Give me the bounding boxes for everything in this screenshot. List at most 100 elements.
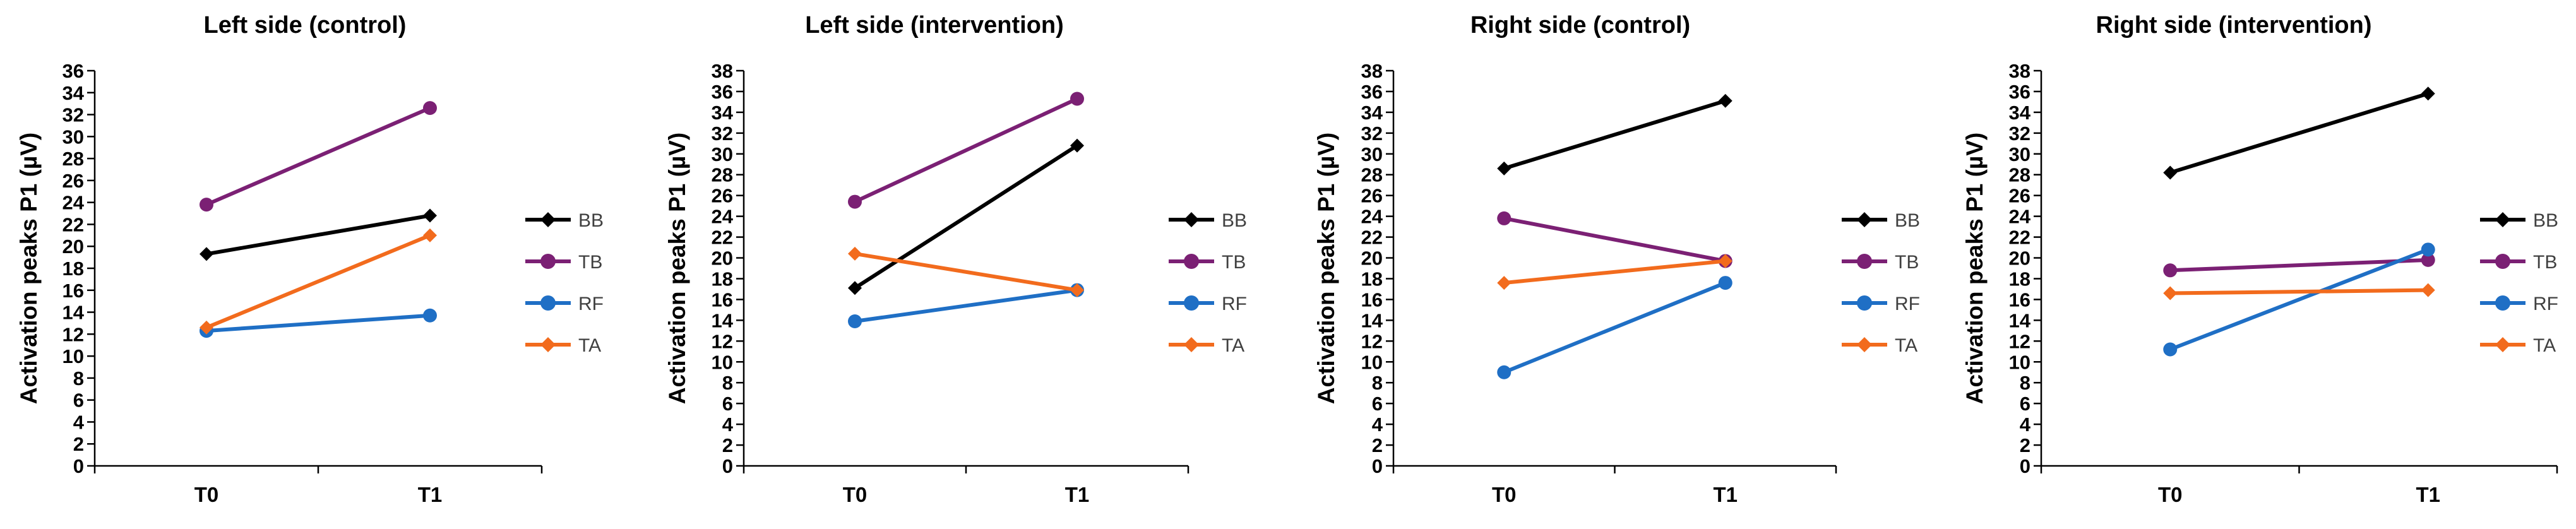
legend-entry-ta: TA [1169, 335, 1244, 356]
y-tick-label: 0 [73, 455, 84, 477]
legend-label: RF [2533, 294, 2558, 314]
y-tick-label: 34 [2009, 102, 2031, 124]
series-tb [1497, 211, 1732, 268]
series-bb [1497, 93, 1732, 175]
legend-label: RF [1222, 294, 1247, 314]
data-point [200, 247, 213, 261]
legend-entry-ta: TA [2480, 335, 2556, 356]
legend-marker [540, 254, 556, 269]
legend-label: BB [1895, 210, 1920, 231]
data-point [200, 198, 213, 212]
data-point [2163, 286, 2178, 300]
series-rf [848, 283, 1084, 329]
y-tick-label: 34 [63, 82, 85, 104]
legend-label: TA [1222, 335, 1244, 356]
series-rf [1497, 276, 1732, 379]
y-tick-label: 4 [73, 411, 85, 433]
chart-title: Right side (intervention) [2096, 12, 2372, 39]
legend-marker [540, 337, 556, 352]
y-tick-label: 8 [73, 367, 84, 389]
legend-entry-rf: RF [1169, 294, 1247, 314]
y-tick-label: 24 [712, 206, 734, 228]
series-line [206, 313, 431, 333]
y-tick-label: 12 [2009, 330, 2030, 352]
legend-marker [1857, 295, 1872, 311]
data-point [1070, 92, 1084, 106]
y-tick-label: 28 [1361, 164, 1383, 186]
y-tick-label: 36 [2009, 81, 2030, 103]
series-line [2170, 258, 2428, 273]
y-tick-label: 22 [712, 227, 733, 249]
y-tick-label: 10 [2009, 351, 2030, 373]
y-tick-label: 32 [2009, 122, 2030, 145]
y-tick-label: 16 [63, 280, 84, 302]
y-tick-label: 26 [1361, 185, 1383, 207]
chart-panel-1: Left side (control) Activation peaks P1 (… [16, 12, 604, 506]
legend-entry-ta: TA [525, 335, 601, 356]
legend-marker [1184, 337, 1199, 352]
legend-marker [1857, 337, 1872, 352]
y-tick-label: 10 [63, 345, 84, 367]
legend-marker [2495, 212, 2510, 227]
y-tick-label: 38 [1361, 60, 1383, 82]
data-point [200, 320, 213, 335]
y-tick-label: 20 [63, 235, 84, 258]
y-tick-label: 0 [1372, 455, 1383, 477]
x-tick-label: T0 [194, 483, 219, 506]
legend-entry-tb: TB [525, 252, 602, 273]
legend-entry-rf: RF [2480, 294, 2558, 314]
x-tick-label: T1 [1713, 483, 1738, 506]
y-tick-label: 22 [63, 213, 84, 235]
data-point [848, 314, 862, 329]
x-tick-label: T1 [2416, 483, 2440, 506]
y-tick-label: 12 [712, 330, 733, 352]
data-point [1070, 283, 1084, 297]
data-point [423, 228, 437, 242]
y-tick-label: 30 [2009, 143, 2030, 165]
y-tick-label: 26 [63, 170, 84, 192]
series-line [205, 106, 431, 206]
y-axis-label: Activation peaks P1 (µV) [664, 133, 690, 405]
legend-marker [2495, 254, 2510, 269]
data-point [423, 101, 437, 116]
y-tick-label: 6 [73, 389, 84, 412]
y-tick-label: 2 [2020, 434, 2030, 456]
legend-marker [2495, 337, 2510, 352]
y-tick-label: 32 [63, 104, 84, 126]
chart-panel-4: Right side (intervention) Activation peak… [1962, 12, 2558, 506]
legend-label: TA [578, 335, 601, 356]
y-tick-label: 14 [712, 309, 734, 331]
series-line [1503, 216, 1726, 263]
y-tick-label: 20 [712, 247, 733, 270]
chart-panel-2: Left side (intervention) Activation peaks… [664, 12, 1247, 506]
y-axis-label: Activation peaks P1 (µV) [1313, 133, 1339, 405]
series-tb [848, 92, 1084, 209]
y-tick-label: 6 [2020, 393, 2030, 415]
x-tick-label: T0 [1492, 483, 1517, 506]
data-point [1718, 93, 1732, 108]
legend-marker [1184, 254, 1199, 269]
y-tick-label: 16 [2009, 288, 2030, 311]
series-line [854, 97, 1078, 204]
x-tick-label: T0 [2158, 483, 2183, 506]
legend-marker [1184, 295, 1199, 311]
x-tick-label: T0 [843, 483, 868, 506]
y-tick-label: 10 [712, 351, 733, 373]
series-line [2169, 92, 2429, 175]
data-point [1718, 276, 1732, 290]
y-tick-label: 20 [1361, 247, 1383, 270]
data-point [2421, 242, 2435, 257]
series-bb [2163, 86, 2435, 180]
series-ta [848, 246, 1084, 297]
series-line [854, 288, 1078, 323]
data-point [1497, 276, 1512, 290]
y-tick-label: 26 [712, 185, 733, 207]
series-line [854, 251, 1078, 292]
x-tick-label: T1 [418, 483, 443, 506]
y-tick-label: 28 [63, 148, 84, 170]
y-axis-label: Activation peaks P1 (µV) [16, 133, 42, 405]
y-tick-label: 0 [722, 455, 733, 477]
legend-label: TB [578, 252, 602, 273]
